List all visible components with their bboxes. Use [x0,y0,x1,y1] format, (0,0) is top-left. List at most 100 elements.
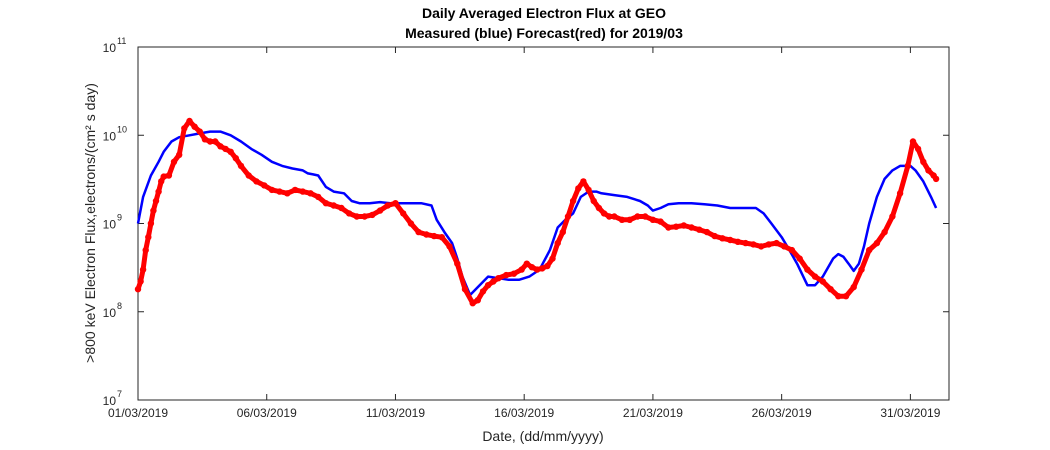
forecast-point [559,228,566,236]
forecast-point [454,260,461,267]
forecast-point [585,186,592,194]
forecast-point [672,223,680,230]
forecast-point [858,266,865,273]
forecast-point [407,220,415,227]
forecast-point [503,271,510,279]
forecast-point [680,222,687,229]
forecast-point [742,239,749,247]
forecast-point [932,175,940,183]
forecast-point [866,246,873,254]
forecast-point [495,275,502,282]
forecast-point [649,216,657,223]
forecast-point [212,138,219,145]
forecast-point [191,123,198,130]
forecast-point [158,178,165,185]
forecast-point [896,190,904,197]
forecast-point [232,155,239,162]
forecast-point [479,288,487,295]
forecast-point [137,278,144,285]
forecast-point [227,148,234,155]
forecast-point [544,262,551,270]
forecast-point [611,213,618,220]
series-layer [134,117,940,307]
forecast-point [322,200,330,207]
chart-title: Daily Averaged Electron Flux at GEO [422,5,666,21]
y-tick-label: 10 [103,41,117,55]
forecast-point [549,255,556,262]
forecast-point [338,204,345,212]
forecast-point [626,216,633,223]
forecast-point [804,266,811,273]
x-tick-label: 21/03/2019 [623,406,683,420]
forecast-point [788,246,796,254]
y-tick-label-exponent: 7 [117,389,122,399]
forecast-point [276,188,283,195]
forecast-point [881,228,888,236]
forecast-point [703,228,711,236]
forecast-point [186,117,193,125]
forecast-point [181,125,188,132]
x-tick-label: 01/03/2019 [108,406,168,420]
forecast-point [384,202,391,209]
forecast-point [155,188,162,195]
forecast-point [299,188,306,195]
forecast-point [307,190,314,197]
forecast-point [150,207,157,214]
forecast-point [430,232,438,240]
forecast-point [139,266,147,273]
forecast-point [727,236,734,244]
forecast-point [909,138,917,145]
forecast-point [134,286,142,293]
forecast-point [634,213,641,220]
y-axis-label: >800 keV Electron Flux,electrons/(cm² s … [82,83,98,363]
forecast-point [438,234,445,241]
forecast-point [765,241,772,248]
forecast-point [160,173,167,180]
forecast-point [245,172,252,179]
forecast-point [376,207,384,214]
forecast-point [345,210,353,217]
forecast-point [392,200,399,207]
forecast-point [688,224,695,231]
y-tick-label-exponent: 10 [117,124,127,134]
forecast-point [165,172,173,179]
forecast-point [590,197,597,205]
forecast-point [510,270,518,277]
series-line-measured [136,130,938,297]
forecast-point [423,231,430,238]
forecast-point [490,278,497,285]
forecast-point [268,186,276,194]
forecast-point [734,238,742,245]
forecast-point [170,158,178,165]
y-tick-label: 10 [103,306,117,320]
forecast-point [145,234,152,241]
forecast-point [750,241,757,248]
forecast-point [469,300,476,307]
forecast-point [415,228,422,236]
forecast-point [580,178,587,185]
forecast-point [369,211,376,219]
forecast-point [889,213,896,220]
forecast-point [142,246,149,254]
forecast-point [904,162,911,170]
forecast-point [850,283,857,291]
forecast-point [147,220,155,227]
plot-area [137,46,950,401]
forecast-point [523,260,530,267]
forecast-point [152,197,160,205]
forecast-point [474,297,481,304]
forecast-point [811,273,819,280]
forecast-point [781,243,788,250]
forecast-point [757,243,765,250]
forecast-point [796,255,803,262]
forecast-point [827,286,834,293]
y-tick-label: 10 [103,218,117,232]
x-axis-ticks: 01/03/2019 06/03/2019 11/03/2019 16/03/2019… [108,47,941,420]
y-tick-label-exponent: 9 [117,213,122,223]
forecast-point [554,239,561,247]
forecast-point [696,226,703,233]
forecast-point [835,293,842,300]
forecast-point [284,190,291,197]
forecast-point [201,136,209,143]
